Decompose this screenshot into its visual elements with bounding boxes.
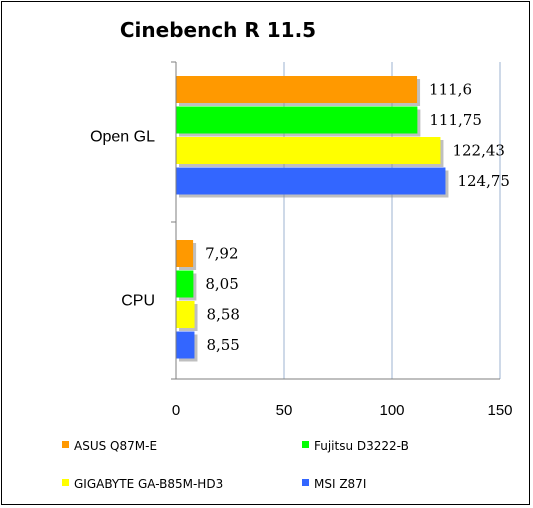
bar (176, 301, 195, 328)
data-label: 124,75 (457, 172, 510, 190)
chart-title: Cinebench R 11.5 (120, 18, 316, 42)
data-label: 8,55 (206, 336, 239, 354)
bar (176, 167, 446, 195)
data-label: 7,92 (205, 245, 238, 263)
data-label: 111,6 (429, 81, 472, 99)
bar (176, 240, 194, 267)
legend-swatch (302, 479, 309, 486)
legend: ASUS Q87M-E Fujitsu D3222-B GIGABYTE GA-B8… (62, 439, 409, 491)
data-label: 8,58 (207, 306, 240, 324)
legend-label: MSI Z87I (314, 477, 366, 491)
data-label: 8,05 (205, 275, 238, 293)
legend-label: Fujitsu D3222-B (314, 439, 409, 453)
bars: 111,6 111,75 122,43 124,75 7,92 8,05 8,58 8,55 (176, 76, 510, 362)
x-tick-labels: 0 50 100 150 (172, 402, 513, 419)
legend-swatch (302, 441, 309, 448)
legend-swatch (62, 441, 69, 448)
legend-label: GIGABYTE GA-B85M-HD3 (74, 477, 223, 491)
legend-label: ASUS Q87M-E (74, 439, 157, 453)
bar (176, 106, 418, 134)
category-label: CPU (121, 292, 155, 309)
axes (171, 61, 500, 380)
bar (176, 331, 195, 359)
category-labels: Open GL CPU (90, 128, 155, 309)
data-label: 111,75 (429, 111, 482, 129)
bar (176, 270, 194, 298)
x-tick-label: 50 (276, 402, 293, 419)
x-tick-label: 0 (172, 402, 180, 419)
x-tick-label: 150 (487, 402, 512, 419)
data-label: 122,43 (452, 142, 505, 160)
legend-swatch (62, 479, 69, 486)
bar (176, 137, 441, 164)
x-tick-label: 100 (379, 402, 404, 419)
category-label: Open GL (90, 128, 155, 145)
bar (176, 76, 418, 103)
